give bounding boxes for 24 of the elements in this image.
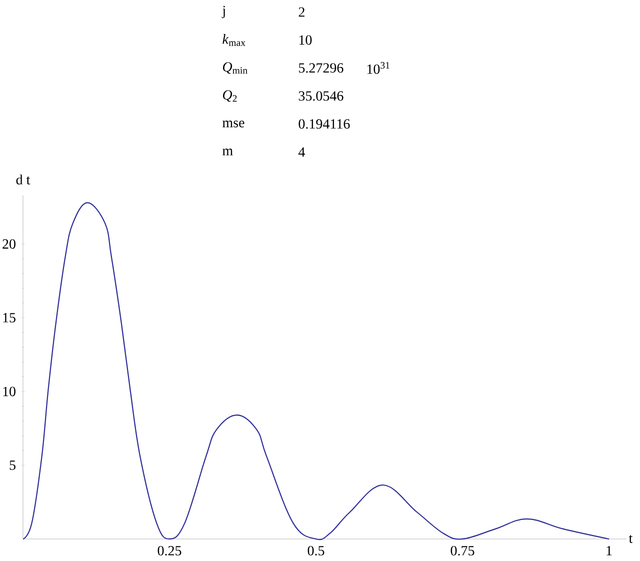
text: 4 bbox=[298, 147, 305, 157]
x-tick-label: 0.25 bbox=[158, 546, 182, 556]
text: m bbox=[222, 148, 233, 156]
y-tick-label: 10 bbox=[3, 386, 16, 396]
x-tick-label: 0.5 bbox=[308, 546, 324, 556]
x-tick-label: 1 bbox=[606, 546, 612, 556]
text: Q$_{2}$ bbox=[222, 90, 237, 102]
text: 35.0546 bbox=[298, 91, 344, 101]
y-tick-label: 5 bbox=[10, 460, 16, 470]
y-tick-label: 20 bbox=[2, 239, 16, 249]
x-axis-title: t bbox=[628, 534, 633, 543]
y-tick-label: 15 bbox=[3, 313, 16, 322]
x-tick-label: 0.75 bbox=[450, 546, 474, 556]
text: 10$^{31}$ bbox=[367, 62, 390, 74]
text: 2 bbox=[298, 7, 304, 17]
text: 0.194116 bbox=[298, 119, 350, 129]
text: mse bbox=[222, 120, 244, 128]
text: 10 bbox=[299, 35, 312, 45]
text: j bbox=[222, 6, 225, 18]
text: Q$_{min}$ bbox=[222, 62, 248, 74]
y-axis-title: d t bbox=[16, 174, 30, 184]
line-series bbox=[22, 202, 610, 540]
text: 5.27296 bbox=[299, 63, 344, 73]
text: k$_{max}$ bbox=[222, 34, 246, 46]
